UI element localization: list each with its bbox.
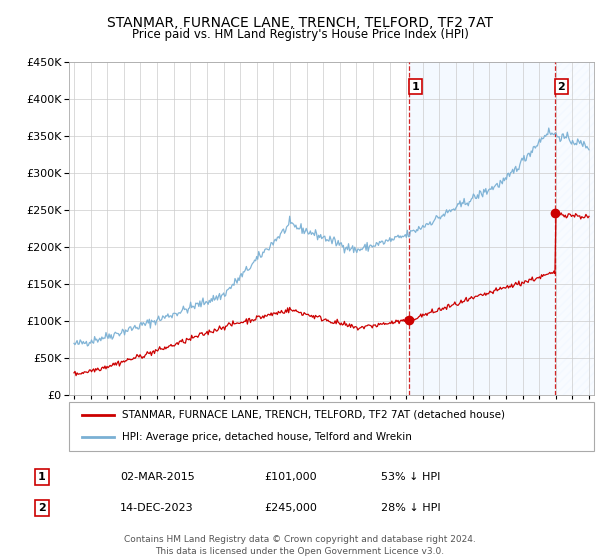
Text: 1: 1 xyxy=(38,472,46,482)
Text: 14-DEC-2023: 14-DEC-2023 xyxy=(120,503,194,513)
Text: HPI: Average price, detached house, Telford and Wrekin: HPI: Average price, detached house, Telf… xyxy=(121,432,412,442)
Text: £101,000: £101,000 xyxy=(264,472,317,482)
Bar xyxy=(555,62,598,395)
Text: 2: 2 xyxy=(38,503,46,513)
Text: 1: 1 xyxy=(412,82,419,92)
Text: STANMAR, FURNACE LANE, TRENCH, TELFORD, TF2 7AT (detached house): STANMAR, FURNACE LANE, TRENCH, TELFORD, … xyxy=(121,410,505,420)
Text: Contains HM Land Registry data © Crown copyright and database right 2024.
This d: Contains HM Land Registry data © Crown c… xyxy=(124,535,476,556)
Text: STANMAR, FURNACE LANE, TRENCH, TELFORD, TF2 7AT: STANMAR, FURNACE LANE, TRENCH, TELFORD, … xyxy=(107,16,493,30)
Text: 2: 2 xyxy=(557,82,565,92)
Bar xyxy=(409,62,555,395)
Text: £245,000: £245,000 xyxy=(264,503,317,513)
Text: 28% ↓ HPI: 28% ↓ HPI xyxy=(381,503,440,513)
Text: Price paid vs. HM Land Registry's House Price Index (HPI): Price paid vs. HM Land Registry's House … xyxy=(131,28,469,41)
Text: 53% ↓ HPI: 53% ↓ HPI xyxy=(381,472,440,482)
Text: 02-MAR-2015: 02-MAR-2015 xyxy=(120,472,195,482)
